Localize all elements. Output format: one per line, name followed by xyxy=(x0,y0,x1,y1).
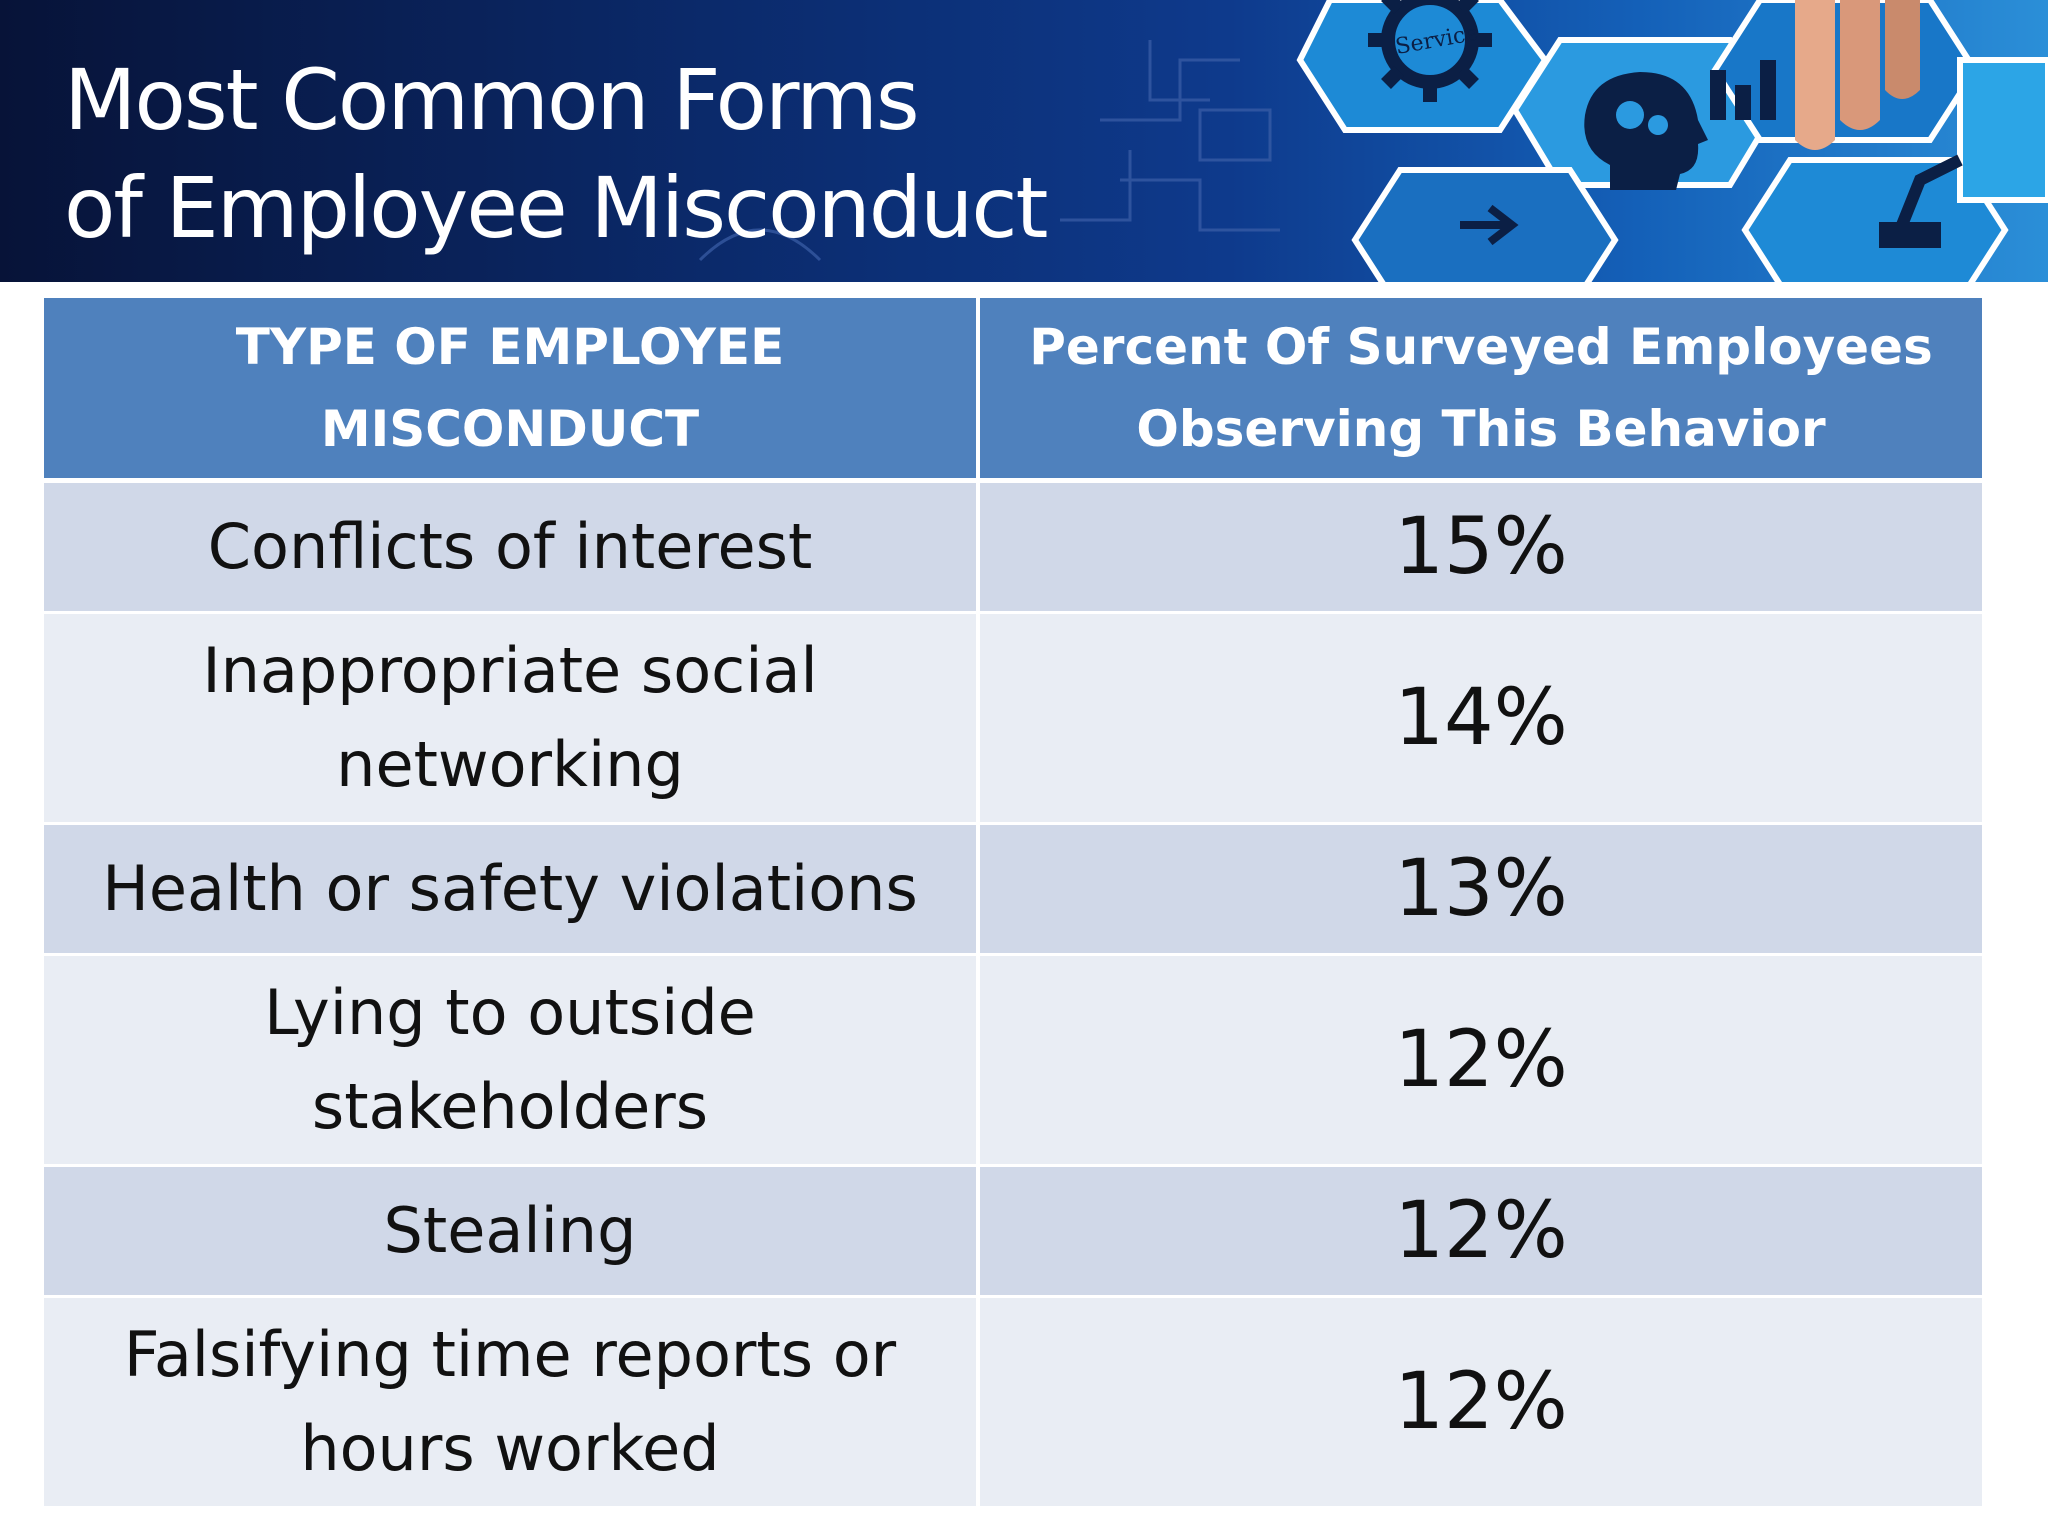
hand-image xyxy=(1795,0,1920,150)
technology-banner-image: Service xyxy=(698,0,2048,282)
table-header-row: TYPE OF EMPLOYEE MISCONDUCT Percent Of S… xyxy=(44,298,1982,483)
table-row: Lying to outside stakeholders 12% xyxy=(44,954,1982,1167)
percent-cell: 14% xyxy=(978,612,1982,825)
misconduct-type-cell: Falsifying time reports or hours worked xyxy=(44,1296,980,1509)
table-row: Inappropriate social networking 14% xyxy=(44,612,1982,825)
misconduct-type-cell: Health or safety violations xyxy=(44,823,980,956)
table-row: Health or safety violations 13% xyxy=(44,823,1982,956)
percent-cell: 12% xyxy=(978,954,1982,1167)
misconduct-table-container: TYPE OF EMPLOYEE MISCONDUCT Percent Of S… xyxy=(44,298,1982,1509)
title-line-1: Most Common Forms xyxy=(64,51,920,149)
arrow-icon xyxy=(1460,204,1519,246)
head-gears-icon xyxy=(1584,72,1708,190)
slide-title: Most Common Forms of Employee Misconduct xyxy=(64,46,1164,262)
misconduct-type-cell: Stealing xyxy=(44,1165,980,1298)
misconduct-type-cell: Lying to outside stakeholders xyxy=(44,954,980,1167)
misconduct-table: TYPE OF EMPLOYEE MISCONDUCT Percent Of S… xyxy=(44,298,1982,1509)
table-row: Stealing 12% xyxy=(44,1165,1982,1298)
percent-cell: 15% xyxy=(978,480,1982,614)
robot-arm-icon xyxy=(1879,154,1963,248)
percent-cell: 12% xyxy=(978,1296,1982,1509)
percent-cell: 12% xyxy=(978,1165,1982,1298)
bar-chart-icon xyxy=(1710,60,1776,120)
misconduct-type-cell: Conflicts of interest xyxy=(44,480,980,614)
percent-cell: 13% xyxy=(978,823,1982,956)
title-banner: Service xyxy=(0,0,2048,282)
misconduct-type-cell: Inappropriate social networking xyxy=(44,612,980,825)
table-row: Conflicts of interest 15% xyxy=(44,480,1982,614)
circuit-pattern xyxy=(698,40,1280,262)
column-header-percent: Percent Of Surveyed Employees Observing … xyxy=(978,298,1982,483)
gear-icon xyxy=(1368,0,1492,102)
column-header-type: TYPE OF EMPLOYEE MISCONDUCT xyxy=(44,298,980,483)
table-row: Falsifying time reports or hours worked … xyxy=(44,1296,1982,1509)
title-line-2: of Employee Misconduct xyxy=(64,159,1048,257)
